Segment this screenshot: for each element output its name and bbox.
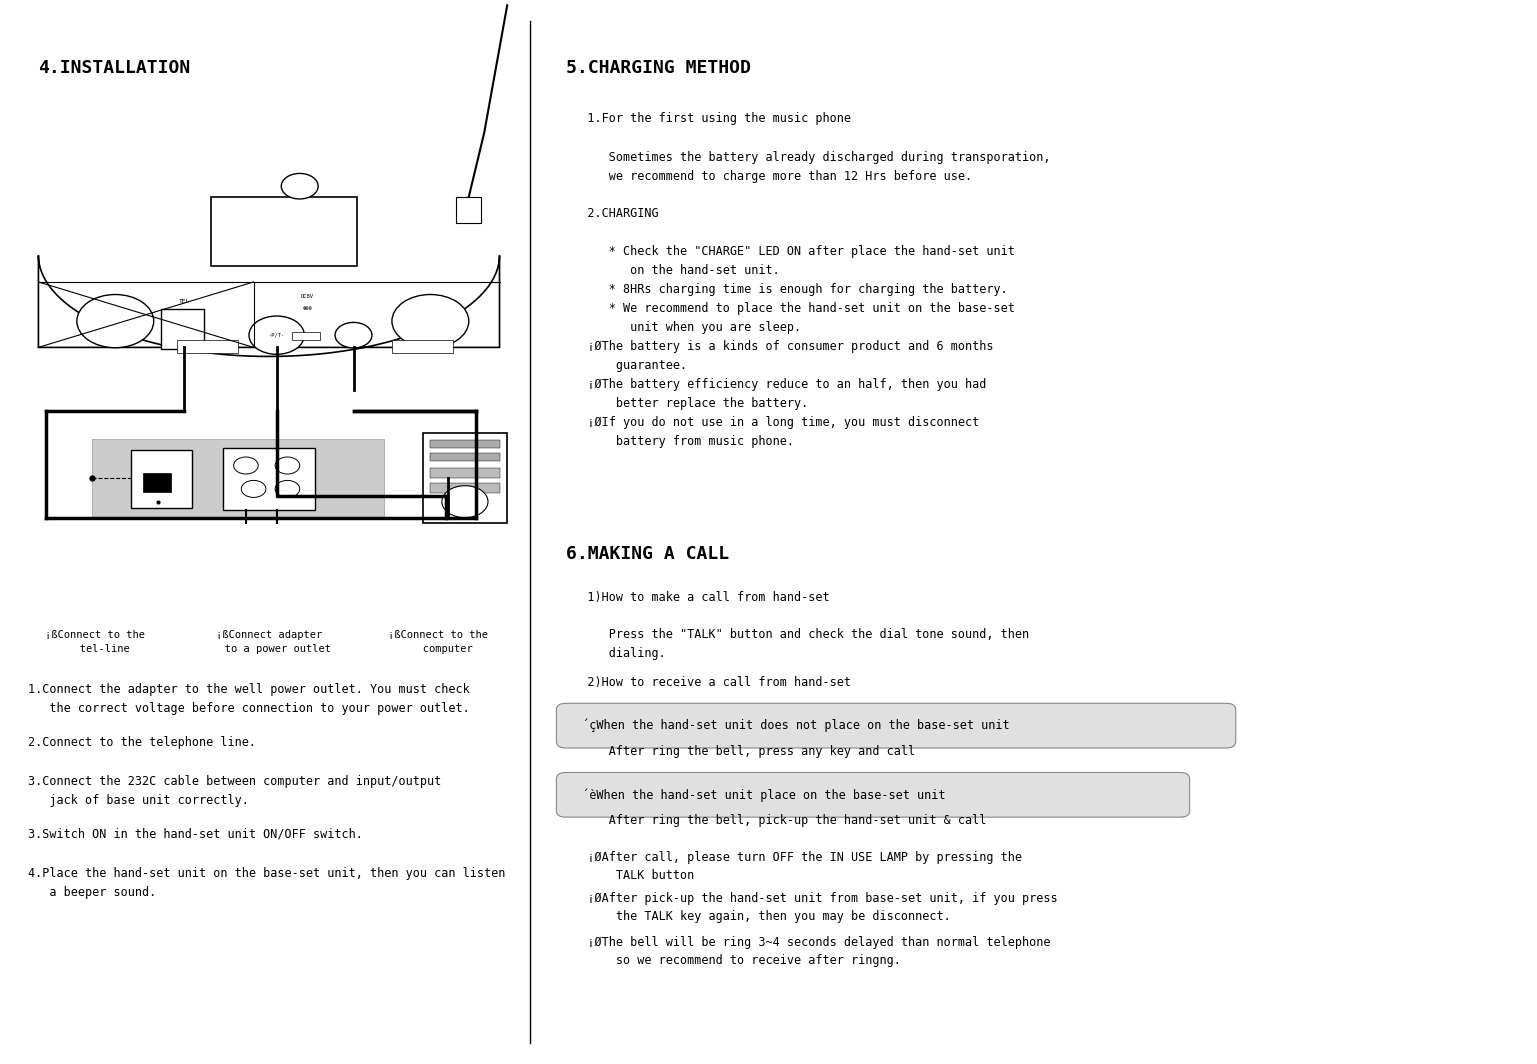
Bar	[430, 483, 500, 494]
Bar	[131, 449, 192, 509]
Circle shape	[335, 322, 372, 348]
Text: ·P/T·: ·P/T·	[269, 333, 284, 337]
FancyBboxPatch shape	[556, 772, 1190, 817]
Bar	[177, 340, 238, 353]
Text: DC8V: DC8V	[301, 294, 314, 299]
Text: 6.MAKING A CALL: 6.MAKING A CALL	[566, 545, 729, 563]
Circle shape	[275, 458, 300, 475]
Text: After ring the bell, press any key and call: After ring the bell, press any key and c…	[566, 745, 915, 758]
Text: * Check the "CHARGE" LED ON after place the hand-set unit
         on the hand-s: * Check the "CHARGE" LED ON after place …	[566, 245, 1014, 448]
Text: 2.Connect to the telephone line.: 2.Connect to the telephone line.	[28, 736, 255, 749]
Text: 1)How to make a call from hand-set: 1)How to make a call from hand-set	[566, 591, 830, 603]
Text: 2.CHARGING: 2.CHARGING	[566, 207, 658, 220]
Bar	[423, 433, 507, 523]
Text: Sometimes the battery already discharged during transporation,
      we recommen: Sometimes the battery already discharged…	[566, 151, 1050, 183]
Text: 5.CHARGING METHOD: 5.CHARGING METHOD	[566, 59, 750, 77]
Bar	[430, 453, 500, 462]
Circle shape	[392, 295, 469, 348]
Text: ¡ßConnect to the
   computer: ¡ßConnect to the computer	[387, 630, 489, 654]
Bar	[92, 439, 384, 519]
Bar	[430, 468, 500, 479]
Circle shape	[234, 458, 258, 475]
Bar	[161, 309, 204, 349]
Text: ¡ßConnect adapter
   to a power outlet: ¡ßConnect adapter to a power outlet	[206, 630, 332, 654]
FancyBboxPatch shape	[556, 703, 1236, 748]
Bar	[392, 340, 453, 353]
Text: 2)How to receive a call from hand-set: 2)How to receive a call from hand-set	[566, 676, 850, 688]
Bar	[143, 472, 171, 492]
Bar	[456, 197, 481, 223]
Text: Press the "TALK" button and check the dial tone sound, then
      dialing.: Press the "TALK" button and check the di…	[566, 628, 1028, 660]
Text: 1.Connect the adapter to the well power outlet. You must check
   the correct vo: 1.Connect the adapter to the well power …	[28, 683, 469, 715]
Circle shape	[275, 481, 300, 498]
Circle shape	[443, 485, 489, 518]
Circle shape	[77, 295, 154, 348]
Text: ¡ØAfter call, please turn OFF the IN USE LAMP by pressing the
       TALK button: ¡ØAfter call, please turn OFF the IN USE…	[566, 851, 1022, 882]
Text: ¡ßConnect to the
   tel-line: ¡ßConnect to the tel-line	[45, 630, 146, 654]
Bar	[212, 197, 358, 266]
PathPatch shape	[38, 255, 500, 356]
Bar	[223, 448, 315, 511]
Text: 3.Switch ON in the hand-set unit ON/OFF switch.: 3.Switch ON in the hand-set unit ON/OFF …	[28, 828, 363, 841]
Text: After ring the bell, pick-up the hand-set unit & call: After ring the bell, pick-up the hand-se…	[566, 814, 987, 827]
Circle shape	[249, 316, 304, 354]
Text: ´çWhen the hand-set unit does not place on the base-set unit: ´çWhen the hand-set unit does not place …	[575, 719, 1010, 732]
Text: ⊕⊕⊗: ⊕⊕⊗	[303, 306, 312, 312]
Text: 4.Place the hand-set unit on the base-set unit, then you can listen
   a beeper : 4.Place the hand-set unit on the base-se…	[28, 867, 506, 899]
Text: 1.For the first using the music phone: 1.For the first using the music phone	[566, 112, 850, 124]
Circle shape	[241, 481, 266, 498]
Text: ´èWhen the hand-set unit place on the base-set unit: ´èWhen the hand-set unit place on the ba…	[575, 788, 945, 801]
Text: 4.INSTALLATION: 4.INSTALLATION	[38, 59, 191, 77]
Text: 3.Connect the 232C cable between computer and input/output
   jack of base unit : 3.Connect the 232C cable between compute…	[28, 775, 441, 807]
Circle shape	[281, 173, 318, 199]
Bar	[292, 332, 320, 340]
Text: ¡ØThe bell will be ring 3~4 seconds delayed than normal telephone
       so we r: ¡ØThe bell will be ring 3~4 seconds dela…	[566, 936, 1050, 967]
Text: TEL: TEL	[178, 299, 191, 304]
Bar	[430, 440, 500, 449]
Text: ¡ØAfter pick-up the hand-set unit from base-set unit, if you press
       the TA: ¡ØAfter pick-up the hand-set unit from b…	[566, 892, 1057, 922]
